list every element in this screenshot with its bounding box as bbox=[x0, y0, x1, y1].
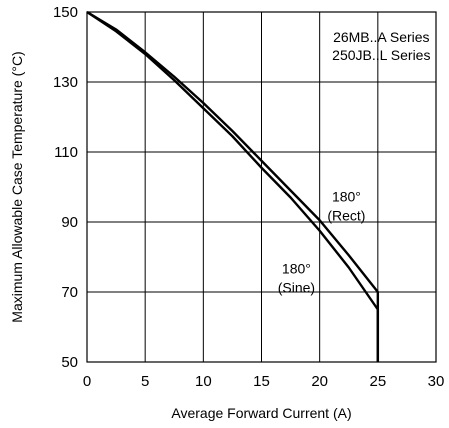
x-axis-label: Average Forward Current (A) bbox=[171, 405, 351, 421]
series-group bbox=[86, 10, 380, 362]
legend-line-2: 250JB..L Series bbox=[332, 47, 430, 63]
y-tick-label: 110 bbox=[54, 144, 78, 161]
x-tick-label: 30 bbox=[428, 373, 445, 390]
annotation-sine-label: (Sine) bbox=[278, 279, 315, 295]
x-tick-label: 0 bbox=[83, 373, 91, 390]
plot-border bbox=[86, 11, 437, 363]
y-tick-label: 90 bbox=[61, 214, 78, 231]
y-axis-label: Maximum Allowable Case Temperature (°C) bbox=[9, 51, 25, 322]
annotation-rect-label: (Rect) bbox=[327, 208, 365, 224]
y-tick-label: 130 bbox=[53, 74, 78, 91]
y-tick-label: 70 bbox=[61, 284, 78, 301]
tick-labels: 0 5 10 15 20 25 30 50 70 90 110 130 150 bbox=[53, 4, 444, 390]
x-tick-label: 25 bbox=[369, 373, 386, 390]
y-tick-label: 150 bbox=[53, 4, 78, 21]
x-tick-label: 20 bbox=[311, 373, 328, 390]
annotation-sine-angle: 180° bbox=[282, 260, 311, 276]
x-tick-label: 15 bbox=[253, 373, 270, 390]
series-line-1 bbox=[86, 10, 380, 362]
plot-frame bbox=[86, 11, 437, 363]
x-tick-label: 10 bbox=[195, 373, 212, 390]
grid bbox=[87, 12, 436, 362]
series-line-2 bbox=[86, 10, 380, 362]
x-tick-label: 5 bbox=[141, 373, 149, 390]
legend-line-1: 26MB..A Series bbox=[333, 29, 430, 45]
y-tick-label: 50 bbox=[61, 354, 78, 371]
annotation-rect-angle: 180° bbox=[332, 189, 361, 205]
